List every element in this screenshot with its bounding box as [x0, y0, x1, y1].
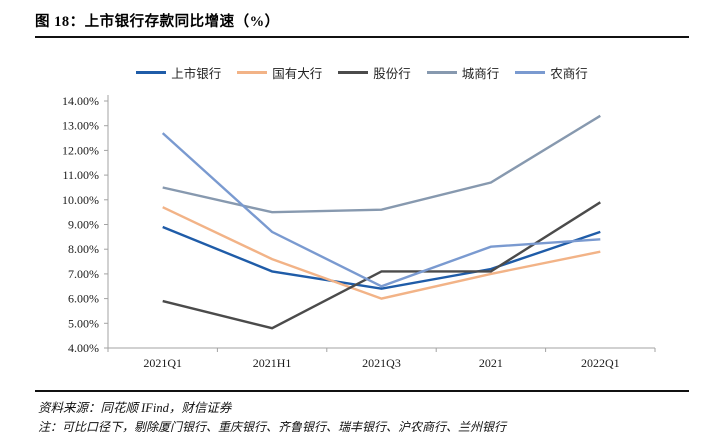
- x-axis-label: 2022Q1: [581, 356, 620, 370]
- legend-swatch-4: [515, 70, 546, 74]
- legend-swatch-2: [338, 70, 369, 74]
- legend-swatch-1: [237, 70, 268, 74]
- title-divider: [35, 36, 689, 38]
- legend-label-2: 股份行: [373, 66, 411, 81]
- y-axis-label: 9.00%: [68, 218, 99, 232]
- note-text: 注：可比口径下，剔除厦门银行、重庆银行、齐鲁银行、瑞丰银行、沪农商行、兰州银行: [38, 420, 507, 434]
- source-text: 资料来源：同花顺 IFind，财信证券: [38, 401, 232, 415]
- chart-svg: 14.00% 13.00% 12.00% 11.00% 10.00% 9.00% 8.00%…: [62, 94, 656, 370]
- footer-divider: [35, 390, 689, 392]
- legend-item-3: 城商行: [426, 63, 500, 82]
- figure-title: 图 18：上市银行存款同比增速（%）: [35, 14, 280, 30]
- y-axis-label: 14.00%: [62, 94, 99, 108]
- y-axis-label: 11.00%: [62, 168, 99, 182]
- x-axis-label: 2021Q3: [362, 356, 401, 370]
- series-line-2: [162, 201, 601, 330]
- y-axis-label: 12.00%: [62, 143, 99, 157]
- legend-label-0: 上市银行: [171, 66, 222, 81]
- legend-swatch-0: [136, 70, 167, 74]
- x-axis-label: 2021H1: [253, 356, 292, 370]
- x-axis-label: 2021Q1: [143, 356, 182, 370]
- legend-swatch-3: [426, 70, 457, 74]
- chart-legend: 上市银行 国有大行 股份行 城商行 农商行: [0, 62, 724, 82]
- legend-item-0: 上市银行: [136, 63, 221, 82]
- legend-item-2: 股份行: [338, 63, 411, 82]
- y-axis-label: 13.00%: [62, 119, 99, 133]
- series-line-3: [162, 114, 601, 214]
- y-axis-label: 5.00%: [68, 316, 99, 330]
- legend-label-4: 农商行: [550, 66, 588, 81]
- legend-label-1: 国有大行: [272, 66, 323, 81]
- chart-area: 14.00% 13.00% 12.00% 11.00% 10.00% 9.00% 8.00%…: [0, 88, 724, 380]
- y-axis-label: 4.00%: [68, 341, 99, 355]
- series-line-0: [162, 225, 601, 290]
- y-axis-label: 10.00%: [62, 193, 99, 207]
- y-axis-label: 6.00%: [68, 292, 99, 306]
- legend-item-4: 农商行: [515, 63, 588, 82]
- legend-item-1: 国有大行: [237, 63, 322, 82]
- series-line-1: [162, 206, 601, 300]
- x-axis-label: 2021: [479, 356, 503, 370]
- series-line-4: [161, 132, 601, 288]
- y-axis-label: 7.00%: [68, 267, 99, 281]
- y-axis-label: 8.00%: [68, 242, 99, 256]
- legend-label-3: 城商行: [461, 66, 500, 81]
